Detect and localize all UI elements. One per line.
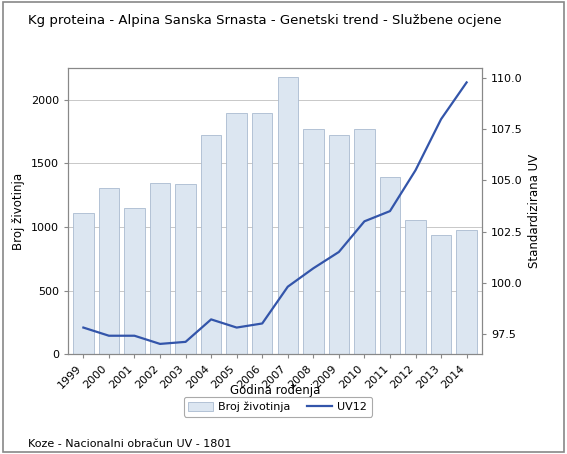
Bar xyxy=(303,129,324,354)
Bar xyxy=(278,77,298,354)
Text: Koze - Nacionalni obračun UV - 1801: Koze - Nacionalni obračun UV - 1801 xyxy=(28,439,232,449)
Bar xyxy=(201,135,221,354)
Legend: Broj životinja, UV12: Broj životinja, UV12 xyxy=(184,397,372,417)
Bar xyxy=(405,220,426,354)
Bar xyxy=(329,135,349,354)
Bar xyxy=(456,230,477,354)
Text: Kg proteina - Alpina Sanska Srnasta - Genetski trend - Službene ocjene: Kg proteina - Alpina Sanska Srnasta - Ge… xyxy=(28,14,502,27)
Bar xyxy=(124,208,145,354)
Bar xyxy=(252,113,272,354)
Bar xyxy=(175,184,196,354)
Y-axis label: Broj životinja: Broj životinja xyxy=(12,173,26,250)
Bar xyxy=(99,188,119,354)
Bar xyxy=(226,113,247,354)
Y-axis label: Standardizirana UV: Standardizirana UV xyxy=(528,154,541,268)
Bar xyxy=(431,235,451,354)
Bar xyxy=(380,178,400,354)
Text: Godina rođenja: Godina rođenja xyxy=(230,384,320,397)
Bar xyxy=(150,183,170,354)
Bar xyxy=(73,213,94,354)
Bar xyxy=(354,129,375,354)
